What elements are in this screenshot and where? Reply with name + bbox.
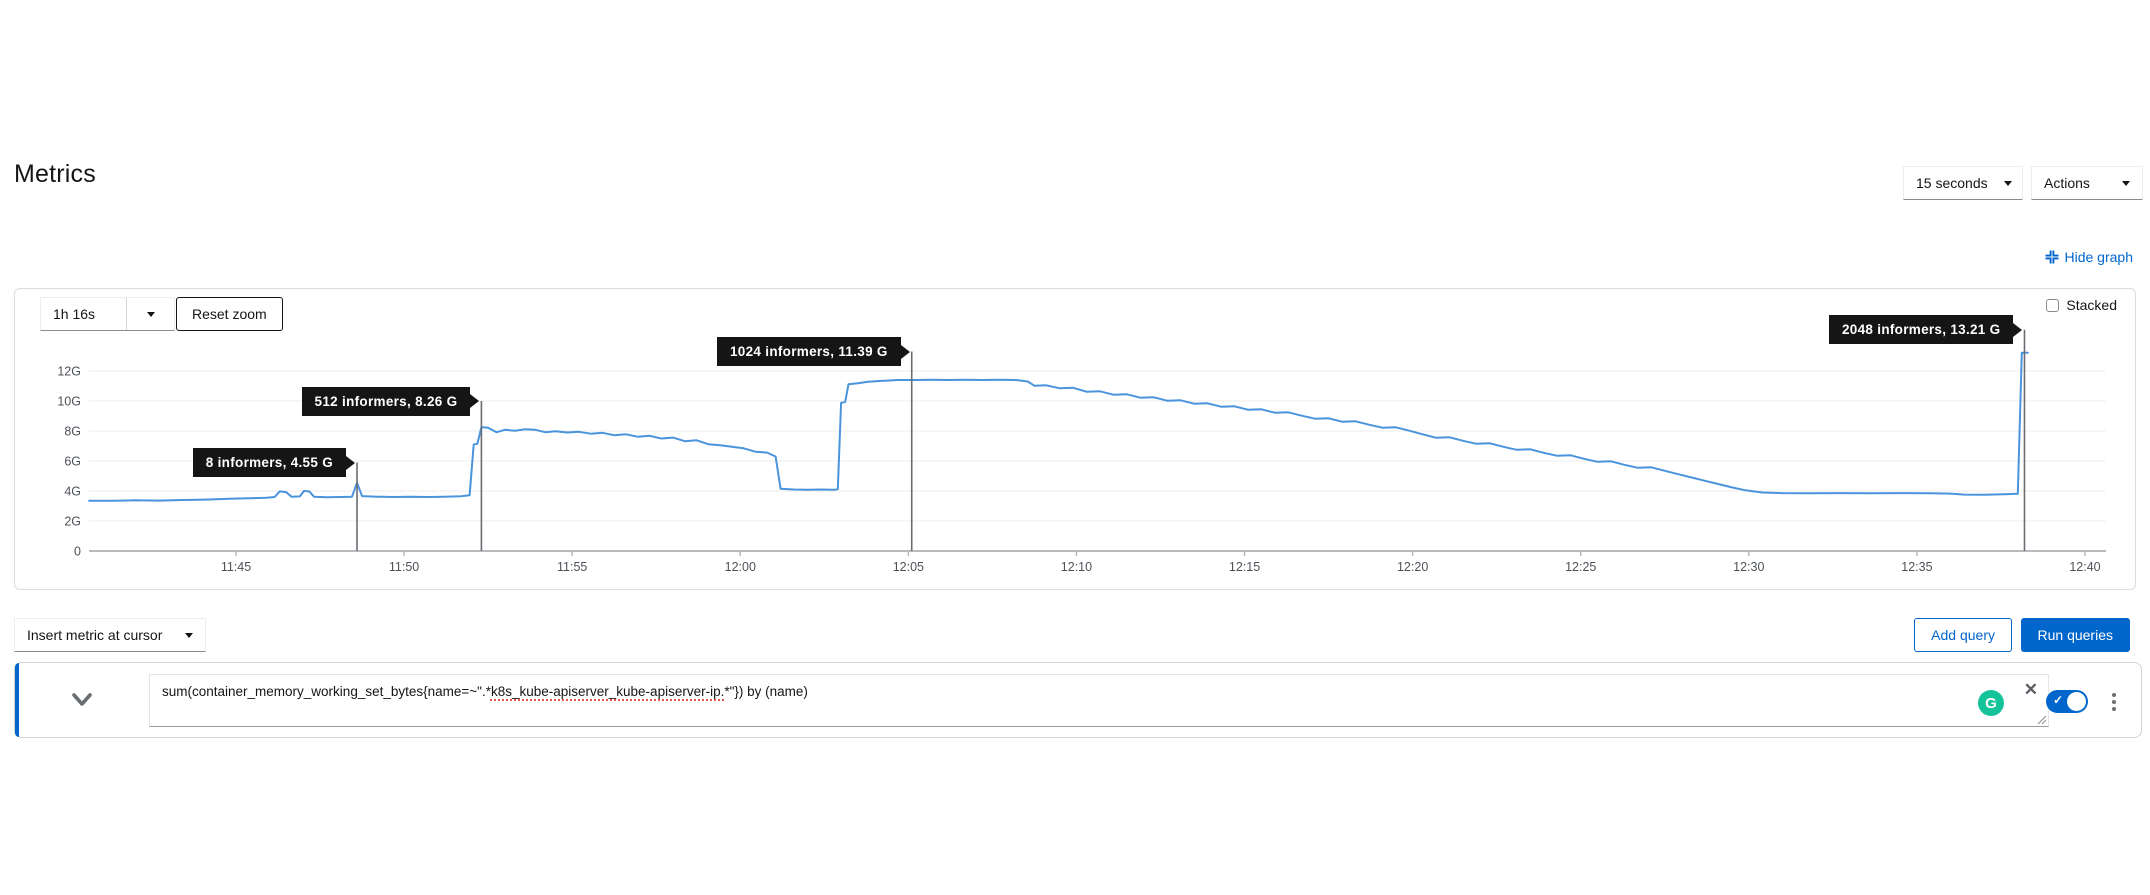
graph-duration-select[interactable]: 1h 16s: [40, 297, 175, 331]
refresh-interval-select[interactable]: 15 seconds: [1903, 166, 2023, 200]
caret-down-icon: [2003, 180, 2012, 186]
caret-down-icon: [126, 298, 174, 330]
actions-label: Actions: [2044, 175, 2090, 191]
reset-zoom-button[interactable]: Reset zoom: [176, 297, 283, 331]
y-tick-label: 0: [74, 545, 81, 559]
caret-down-icon: [2122, 180, 2130, 186]
refresh-interval-value: 15 seconds: [1916, 175, 1988, 191]
stacked-control: Stacked: [2046, 297, 2117, 313]
x-tick-label: 12:05: [893, 560, 924, 574]
close-icon[interactable]: ✕: [2023, 680, 2038, 699]
x-tick-label: 12:25: [1565, 560, 1596, 574]
x-tick-label: 11:45: [221, 560, 251, 574]
x-tick-label: 11:50: [389, 560, 419, 574]
chart-series-line: [88, 351, 2029, 502]
query-expression-text: sum(container_memory_working_set_bytes{n…: [162, 684, 808, 699]
chart-annotation: 8 informers, 4.55 G: [192, 448, 356, 477]
kebab-menu-icon[interactable]: [2103, 690, 2125, 714]
check-icon: ✓: [2053, 693, 2064, 707]
y-tick-label: 10G: [57, 395, 81, 409]
chart-annotation: 2048 informers, 13.21 G: [1828, 315, 2022, 345]
stacked-label: Stacked: [2066, 297, 2117, 313]
x-tick-label: 12:20: [1397, 560, 1428, 574]
compress-icon: [2045, 250, 2058, 264]
y-tick-label: 6G: [64, 455, 81, 469]
y-tick-label: 4G: [64, 485, 81, 499]
run-queries-button[interactable]: Run queries: [2020, 618, 2130, 652]
chart-x-ticks: 11:45 11:50 11:55 12:00 12:05 12:10 12:15 12:20…: [221, 551, 2101, 574]
y-tick-label: 8G: [64, 425, 81, 439]
chevron-down-icon[interactable]: [69, 689, 95, 711]
metrics-chart-card: 11:45 11:50 11:55 12:00 12:05 12:10 12:15 12:20…: [14, 288, 2136, 590]
query-enabled-toggle[interactable]: ✓: [2046, 690, 2088, 713]
caret-down-icon: [185, 632, 193, 638]
spellcheck-underline: k8s_kube-apiserver_kube-apiserver-ip.: [490, 684, 725, 699]
query-expression-input[interactable]: sum(container_memory_working_set_bytes{n…: [149, 674, 2049, 727]
page-title: Metrics: [14, 160, 96, 188]
hide-graph-label: Hide graph: [2064, 249, 2134, 265]
query-row: sum(container_memory_working_set_bytes{n…: [14, 662, 2142, 738]
x-tick-label: 11:55: [557, 560, 587, 574]
hide-graph-link[interactable]: Hide graph: [2045, 249, 2134, 265]
y-tick-label: 12G: [57, 365, 81, 379]
toggle-knob: [2067, 692, 2086, 711]
textarea-resize-handle[interactable]: [2036, 714, 2047, 725]
metrics-chart-svg: 11:45 11:50 11:55 12:00 12:05 12:10 12:15 12:20…: [57, 329, 2106, 574]
x-tick-label: 12:10: [1061, 560, 1092, 574]
grammarly-icon[interactable]: G: [1978, 690, 2004, 716]
stacked-checkbox[interactable]: [2046, 298, 2060, 312]
query-accent-bar: [15, 663, 19, 737]
x-tick-label: 12:30: [1733, 560, 1764, 574]
x-tick-label: 12:40: [2069, 560, 2100, 574]
chart-annotation: 1024 informers, 11.39 G: [716, 337, 910, 366]
x-tick-label: 12:00: [725, 560, 756, 574]
insert-metric-label: Insert metric at cursor: [27, 627, 163, 643]
x-tick-label: 12:15: [1229, 560, 1260, 574]
y-tick-label: 2G: [64, 515, 81, 529]
add-query-button[interactable]: Add query: [1914, 618, 2012, 652]
actions-dropdown[interactable]: Actions: [2031, 166, 2143, 200]
chart-y-tick-labels: 12G 10G 8G 6G 4G 2G 0: [57, 365, 81, 559]
graph-duration-value: 1h 16s: [53, 306, 96, 322]
x-tick-label: 12:35: [1901, 560, 1932, 574]
chart-annotation: 512 informers, 8.26 G: [301, 386, 480, 416]
insert-metric-select[interactable]: Insert metric at cursor: [14, 618, 206, 652]
